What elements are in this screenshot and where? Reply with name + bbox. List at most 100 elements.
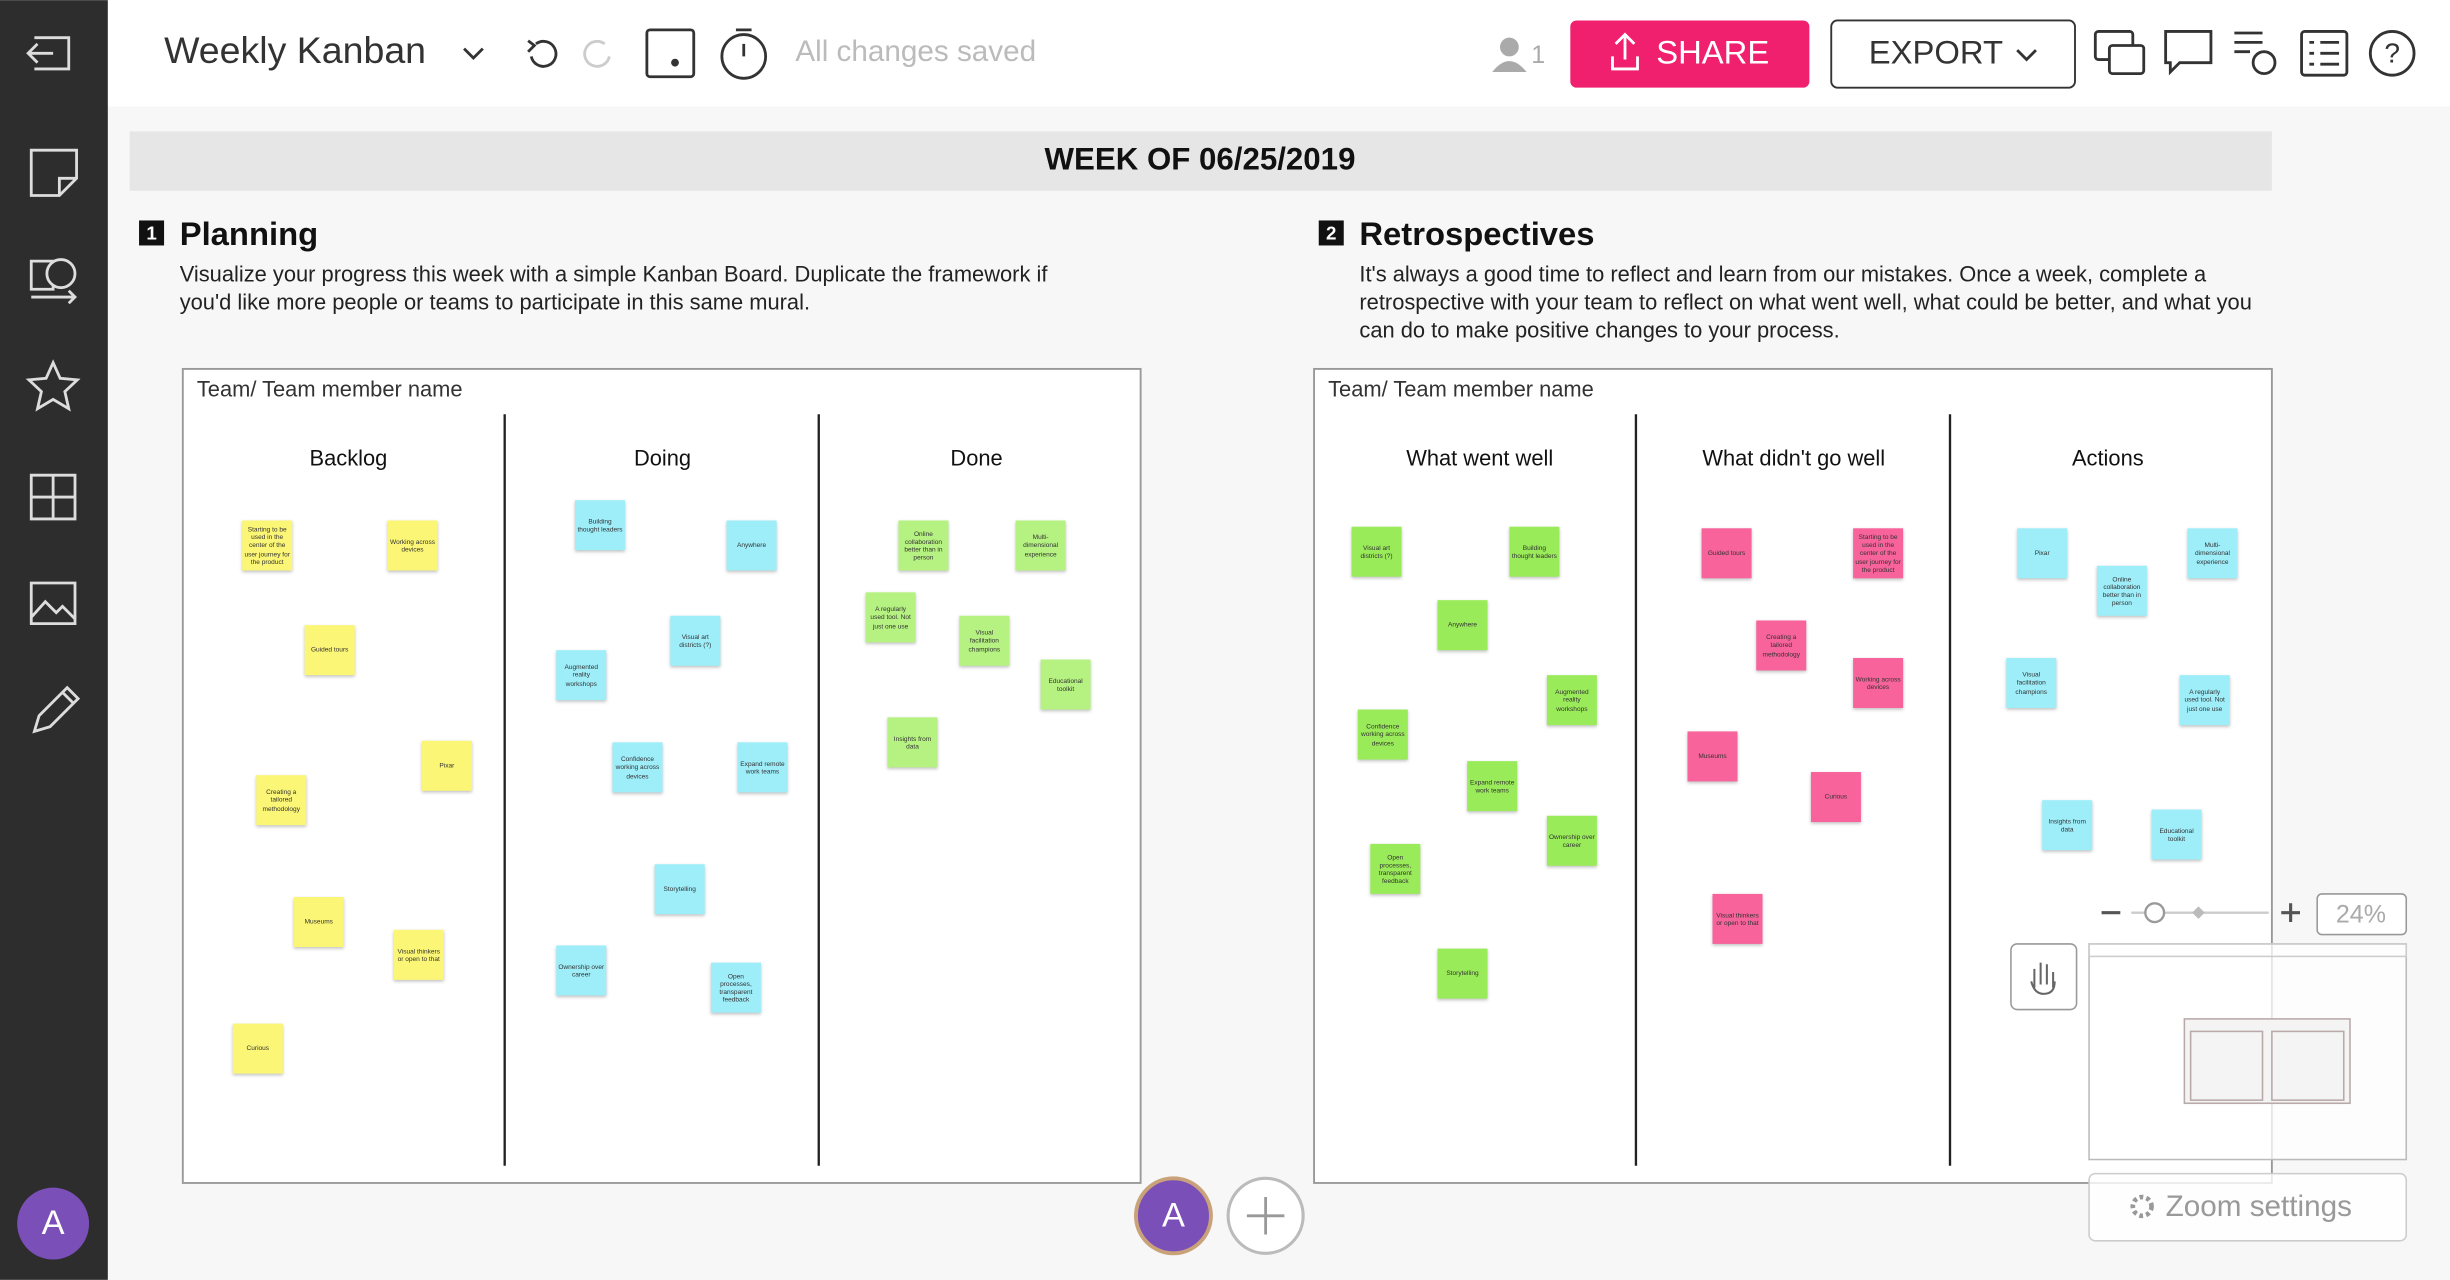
sticky-note (2006, 657, 2057, 708)
sticky-note (232, 1023, 283, 1074)
undo[interactable] (527, 39, 558, 68)
zoom-handle[interactable] (2144, 902, 2166, 924)
sticky-note-text: Augmented reality workshops (564, 663, 598, 687)
sticky-note (1756, 620, 1807, 671)
sticky-note-text: Pixar (2034, 549, 2050, 558)
zoom-in[interactable] (2281, 903, 2300, 923)
images-tool[interactable] (29, 581, 77, 625)
sticky-note-text: Online collaboration better than in pers… (2102, 575, 2141, 607)
minimap-left (2189, 1030, 2264, 1101)
timer-hand (735, 28, 752, 57)
timer[interactable] (720, 33, 768, 80)
sticky-note (1853, 528, 1904, 579)
sticky-note-text-box: Storytelling (1446, 970, 1478, 978)
sticky-note-text: Working across devices (1855, 675, 1901, 691)
section-title: Retrospectives (1359, 215, 1594, 252)
sticky-note (1546, 815, 1597, 866)
sticky-note-text: Multi-dimensional experience (1023, 533, 1059, 558)
sticky-note (556, 945, 607, 996)
sticky-note-text-box: A regularly used tool. Not just one use (870, 606, 910, 630)
sticky-note-text: Museums (1698, 752, 1727, 761)
sticky-note-text-box: Creating a tailored methodology (1762, 633, 1800, 658)
mural-title[interactable]: Weekly Kanban (164, 29, 426, 71)
zoom-level-box[interactable] (2316, 893, 2408, 936)
participant-count[interactable]: 1 (1531, 41, 1545, 69)
collaborator-avatar[interactable] (1133, 1176, 1213, 1256)
section-description: Visualize your progress this week with a… (179, 261, 1048, 315)
sticky-note-text: Visual art districts (?) (679, 632, 712, 649)
sticky-note (1357, 709, 1408, 760)
sticky-note (865, 592, 916, 643)
zoom-settings-button[interactable] (2088, 1172, 2408, 1242)
sticky-note (1351, 526, 1402, 577)
share-button[interactable] (1570, 20, 1810, 88)
sticky-note (1701, 528, 1752, 579)
sticky-note (2096, 565, 2147, 616)
sticky-note-text-box: Visual thinkers or open to that (398, 947, 440, 963)
sticky-note-text: Curious (246, 1044, 270, 1053)
activity-icon[interactable] (2234, 31, 2263, 54)
export-label: EXPORT (1869, 34, 2003, 71)
outline-list-lines (2309, 40, 2340, 66)
shapes-tool[interactable] (29, 259, 77, 305)
draw-tool[interactable] (32, 685, 81, 734)
section-description-box: Visualize your progress this week with a… (179, 261, 1048, 315)
sticky-note-text: A regularly used tool. Not just one use (2184, 688, 2225, 712)
sticky-note-text-box: Anywhere (1448, 621, 1477, 629)
export-button[interactable] (1830, 19, 2076, 89)
sticky-note-text: Starting to be used in the center of the… (244, 525, 290, 566)
icons-tool[interactable] (25, 359, 81, 412)
sticky-note-text-box: Pixar (2034, 549, 2050, 558)
pan-button[interactable] (2010, 943, 2078, 1011)
sticky-note-text-box: Visual facilitation champions (968, 628, 1001, 653)
sticky-note-text-box: Pixar (439, 762, 454, 770)
sticky-note-text: Building thought leaders (1511, 543, 1557, 560)
sticky-note-text-box: Guided tours (1708, 549, 1745, 557)
title-menu[interactable] (463, 47, 484, 60)
sticky-note (737, 742, 788, 793)
sticky-note-text: Confidence working across devices (615, 755, 660, 780)
sticky-note (2179, 675, 2230, 726)
sticky-note-text: Ownership over career (1548, 832, 1595, 849)
sticky-note-text: Multi-dimensional experience (2195, 541, 2230, 566)
sticky-note-text: Working across devices (390, 537, 435, 554)
outline-button[interactable] (645, 28, 696, 79)
sticky-note-text: Insights from data (2048, 817, 2086, 833)
sticky-note-text-box: Visual art districts (?) (1361, 544, 1393, 560)
sticky-note-text-box: Open processes, transparent feedback (1379, 853, 1412, 884)
week-banner (129, 131, 2272, 191)
week-title: WEEK OF 06/25/2019 (1045, 141, 1356, 176)
sticky-note-text-box: Anywhere (737, 542, 766, 550)
sticky-note (387, 520, 438, 571)
outline-dot (671, 58, 679, 67)
sticky-note-text: Ownership over career (558, 962, 605, 979)
sticky-note (1015, 520, 1066, 571)
sticky-note-text: Educational toolkit (1048, 676, 1083, 693)
sticky-note-text-box: Confidence working across devices (615, 755, 660, 780)
sticky-note-text-box: Ownership over career (1548, 832, 1595, 849)
help-button[interactable] (2368, 30, 2416, 77)
sidebar-avatar[interactable] (17, 1187, 90, 1260)
column-title: What went well (1406, 445, 1553, 470)
sticky-note-text-box: Storytelling (664, 885, 696, 893)
sticky-note-text: Visual facilitation champions (968, 628, 1001, 653)
section-number-badge (1318, 220, 1344, 246)
column-title: Done (950, 445, 1002, 470)
sticky-tool[interactable] (29, 148, 78, 197)
frameworks-tool[interactable] (29, 473, 77, 521)
outline-list-icon[interactable] (2300, 30, 2349, 77)
sticky-note-text-box: Starting to be used in the center of the… (1855, 534, 1900, 573)
column-title: What didn't go well (1702, 445, 1885, 470)
sticky-note (2187, 528, 2238, 579)
sticky-note (1437, 600, 1488, 651)
sticky-note (1810, 772, 1861, 823)
exit-icon[interactable] (26, 36, 71, 71)
section-title: Planning (180, 215, 318, 252)
sticky-note-text: Creating a tailored methodology (1762, 633, 1800, 658)
sticky-note-text-box: Insights from data (894, 734, 931, 750)
chat-icon[interactable] (2164, 30, 2213, 76)
redo[interactable] (583, 39, 611, 68)
sticky-note-text: Augmented reality workshops (1555, 688, 1589, 712)
